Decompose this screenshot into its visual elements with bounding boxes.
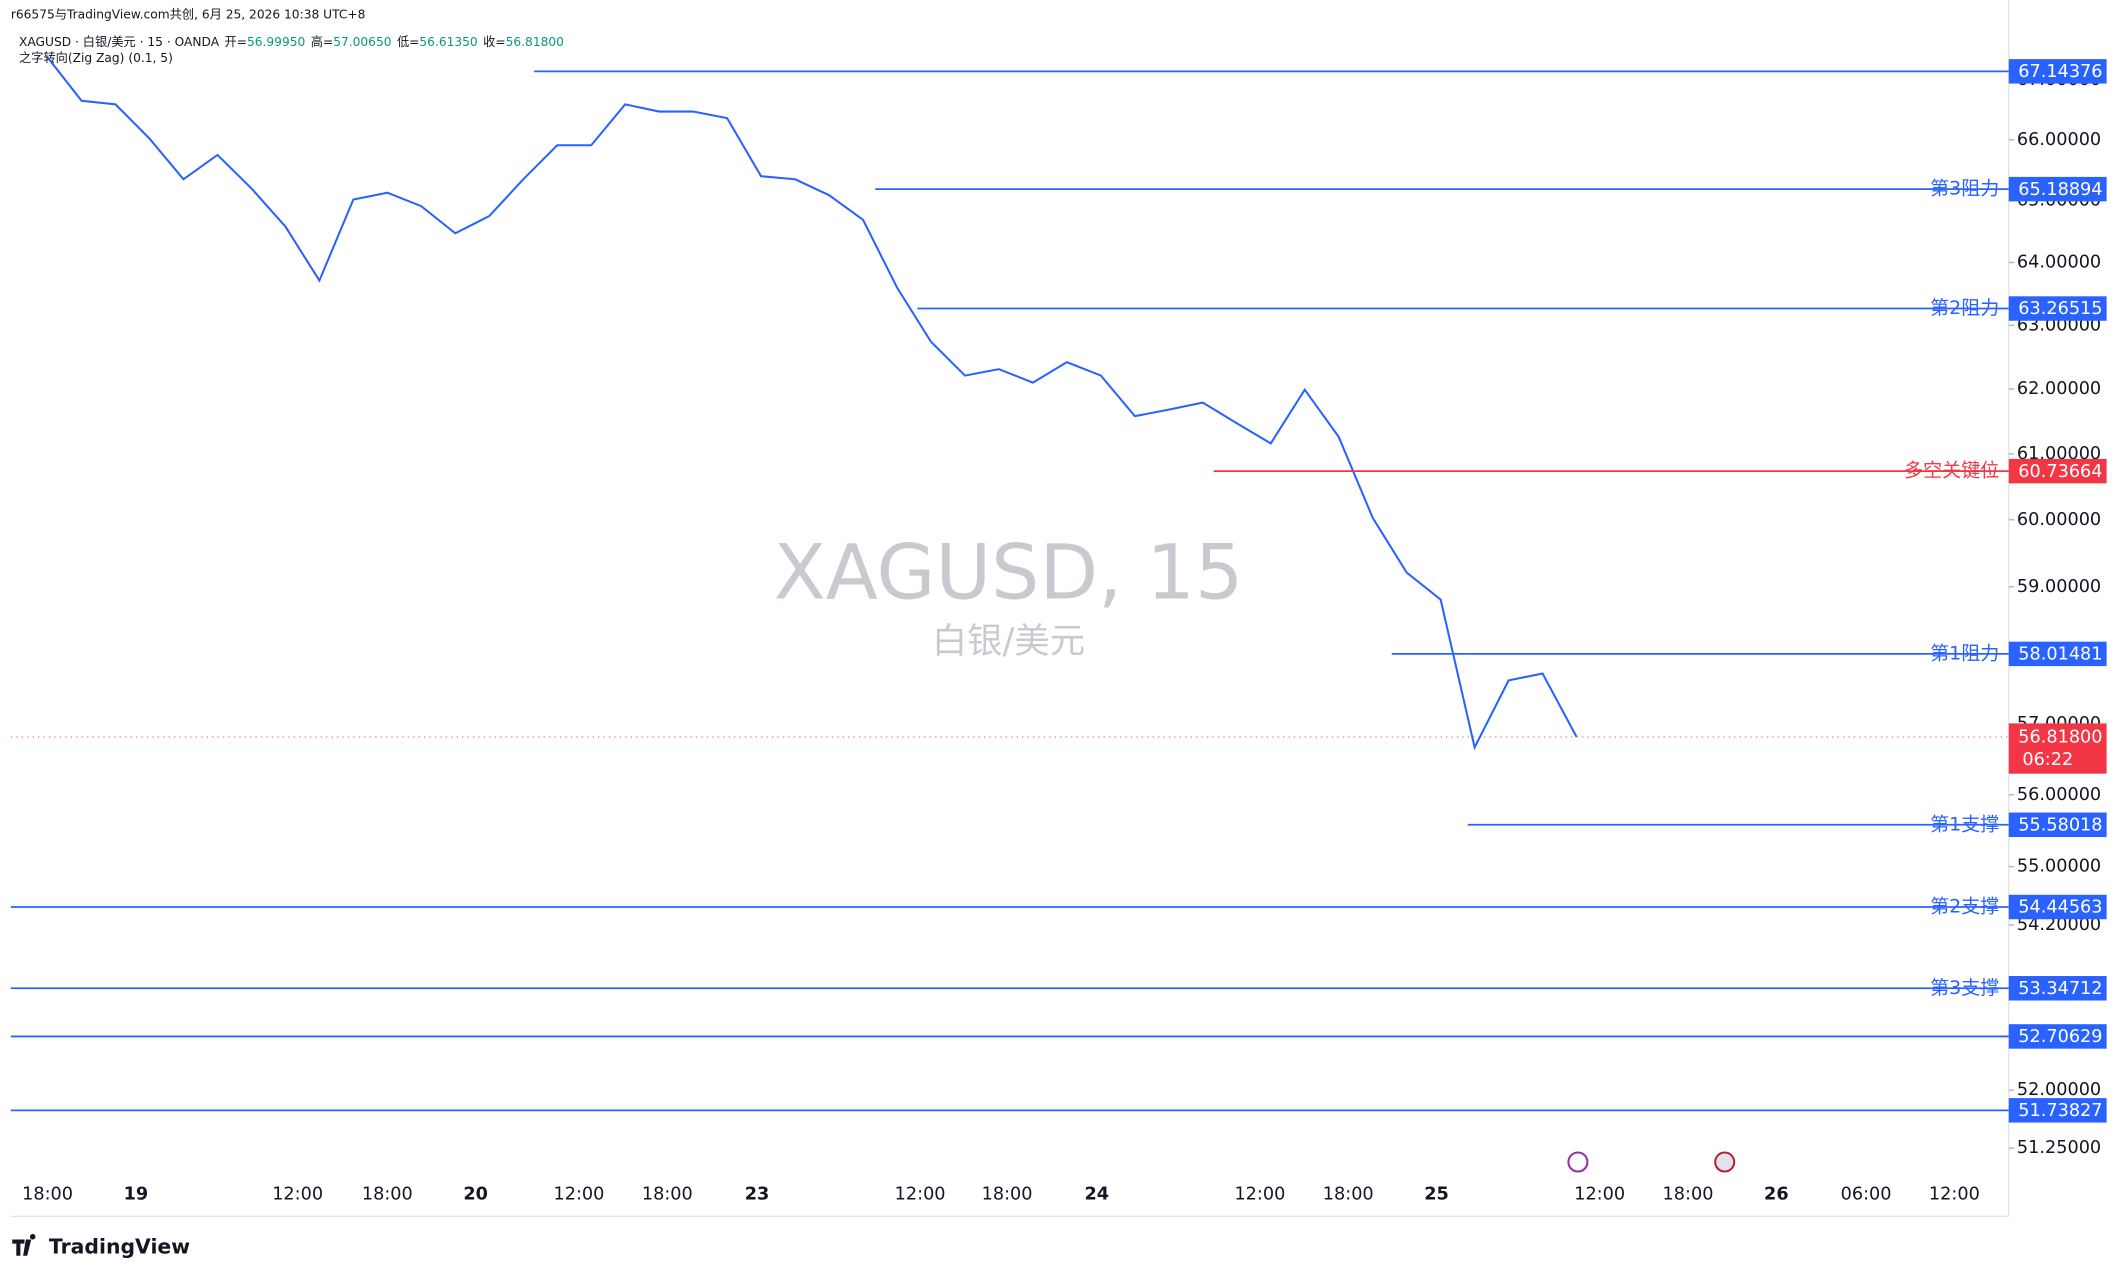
x-tick-label: 12:00 <box>895 1185 946 1205</box>
x-tick-label: 20 <box>463 1185 488 1205</box>
brand-logo <box>12 1234 36 1256</box>
symbol: XAGUSD · 白银/美元 · 15 · OANDA <box>19 34 220 49</box>
level-name: 第3支撑 <box>1930 977 1999 999</box>
y-tick-label: 64.00000 <box>2017 252 2101 272</box>
level-price-box <box>2008 176 2107 202</box>
ohlc-name: 开= <box>225 35 247 49</box>
event-icon <box>1567 1151 1589 1173</box>
x-tick-label: 12:00 <box>1929 1185 1980 1205</box>
level-name: 第1支撑 <box>1930 813 1999 835</box>
level-name: 第2支撑 <box>1930 896 1999 918</box>
level-price: 53.34712 <box>2018 979 2102 999</box>
attribution: r66575与TradingView.com共创, 6月 25, 2026 10… <box>11 7 366 21</box>
y-tick-label: 60.00000 <box>2017 510 2101 530</box>
ohlc: 开=56.99950 高=57.00650 低=56.61350 收=56.81800 <box>225 34 564 49</box>
x-tick-label: 18:00 <box>642 1185 693 1205</box>
symbol-line: XAGUSD · 白银/美元 · 15 · OANDA 开=56.99950 高=5… <box>19 34 564 49</box>
price-line <box>46 56 1578 751</box>
ohlc-name: 低= <box>397 35 419 49</box>
last-price-box <box>2008 723 2107 774</box>
y-tick-label: 56.00000 <box>2017 785 2101 805</box>
watermark-symbol: XAGUSD, 15 <box>774 528 1244 617</box>
y-tick-label: 61.00000 <box>2017 444 2101 464</box>
ohlc-value: 56.99950 <box>247 35 305 49</box>
x-tick-label: 12:00 <box>1574 1185 1625 1205</box>
level-price: 52.70629 <box>2018 1027 2102 1047</box>
y-tick-label: 55.00000 <box>2017 857 2101 877</box>
level-price-box <box>2008 458 2107 484</box>
x-tick-label: 23 <box>745 1185 770 1205</box>
brand-name: TradingView <box>49 1235 190 1259</box>
x-tick-label: 18:00 <box>982 1185 1033 1205</box>
flag-icon <box>1714 1151 1736 1173</box>
ohlc-value: 57.00650 <box>333 35 391 49</box>
level-name: 第2阻力 <box>1930 297 1999 319</box>
level-price: 67.14376 <box>2018 62 2102 82</box>
level-price: 51.73827 <box>2018 1101 2102 1121</box>
level-price-box <box>2008 59 2107 84</box>
y-tick-label: 62.00000 <box>2017 379 2101 399</box>
level-price-box <box>2008 641 2107 667</box>
x-tick-label: 18:00 <box>362 1185 413 1205</box>
level-price: 60.73664 <box>2018 462 2102 482</box>
x-tick-label: 18:00 <box>22 1185 73 1205</box>
level-price-box <box>2008 296 2107 321</box>
watermark-name: 白银/美元 <box>932 621 1085 662</box>
level-price-box <box>2008 894 2107 920</box>
level-name: 多空关键位 <box>1904 460 1999 482</box>
x-tick-label: 12:00 <box>272 1185 323 1205</box>
level-price-box <box>2008 1098 2107 1123</box>
ohlc-value: 56.61350 <box>419 35 477 49</box>
level-name: 第1阻力 <box>1930 642 1999 664</box>
y-tick-label: 59.00000 <box>2017 577 2101 597</box>
level-price: 55.58018 <box>2018 815 2102 835</box>
x-tick-label: 12:00 <box>1234 1185 1285 1205</box>
x-tick-label: 18:00 <box>1663 1185 1714 1205</box>
level-price-box <box>2008 1024 2107 1049</box>
y-tick-label: 54.20000 <box>2017 915 2101 935</box>
level-price-box <box>2008 812 2107 838</box>
last-price-label: 56.81800 <box>2018 728 2102 748</box>
level-price: 54.44563 <box>2018 898 2102 918</box>
x-tick-label: 19 <box>124 1185 149 1205</box>
x-tick-label: 06:00 <box>1841 1185 1892 1205</box>
level-price: 63.26515 <box>2018 299 2102 319</box>
ohlc-name: 收= <box>483 35 505 49</box>
x-tick-label: 24 <box>1085 1185 1110 1205</box>
x-tick-label: 26 <box>1764 1185 1789 1205</box>
level-price: 65.18894 <box>2018 180 2102 200</box>
indicator: 之字转向(Zig Zag) (0.1, 5) <box>19 50 173 65</box>
ohlc-value: 56.81800 <box>506 35 564 49</box>
icons <box>1567 1151 1736 1173</box>
y-tick-label: 66.00000 <box>2017 130 2101 150</box>
level-name: 第3阻力 <box>1930 178 1999 200</box>
brand: TradingView <box>12 1234 190 1259</box>
level-price: 58.01481 <box>2018 645 2102 665</box>
x-tick-label: 18:00 <box>1323 1185 1374 1205</box>
x-tick-label: 12:00 <box>554 1185 605 1205</box>
level-price-box <box>2008 976 2107 1001</box>
y-tick-label: 51.25000 <box>2017 1138 2101 1158</box>
ohlc-name: 高= <box>311 34 333 49</box>
countdown: 06:22 <box>2022 750 2073 770</box>
x-tick-label: 25 <box>1424 1185 1449 1205</box>
y-tick-label: 52.00000 <box>2017 1080 2101 1100</box>
